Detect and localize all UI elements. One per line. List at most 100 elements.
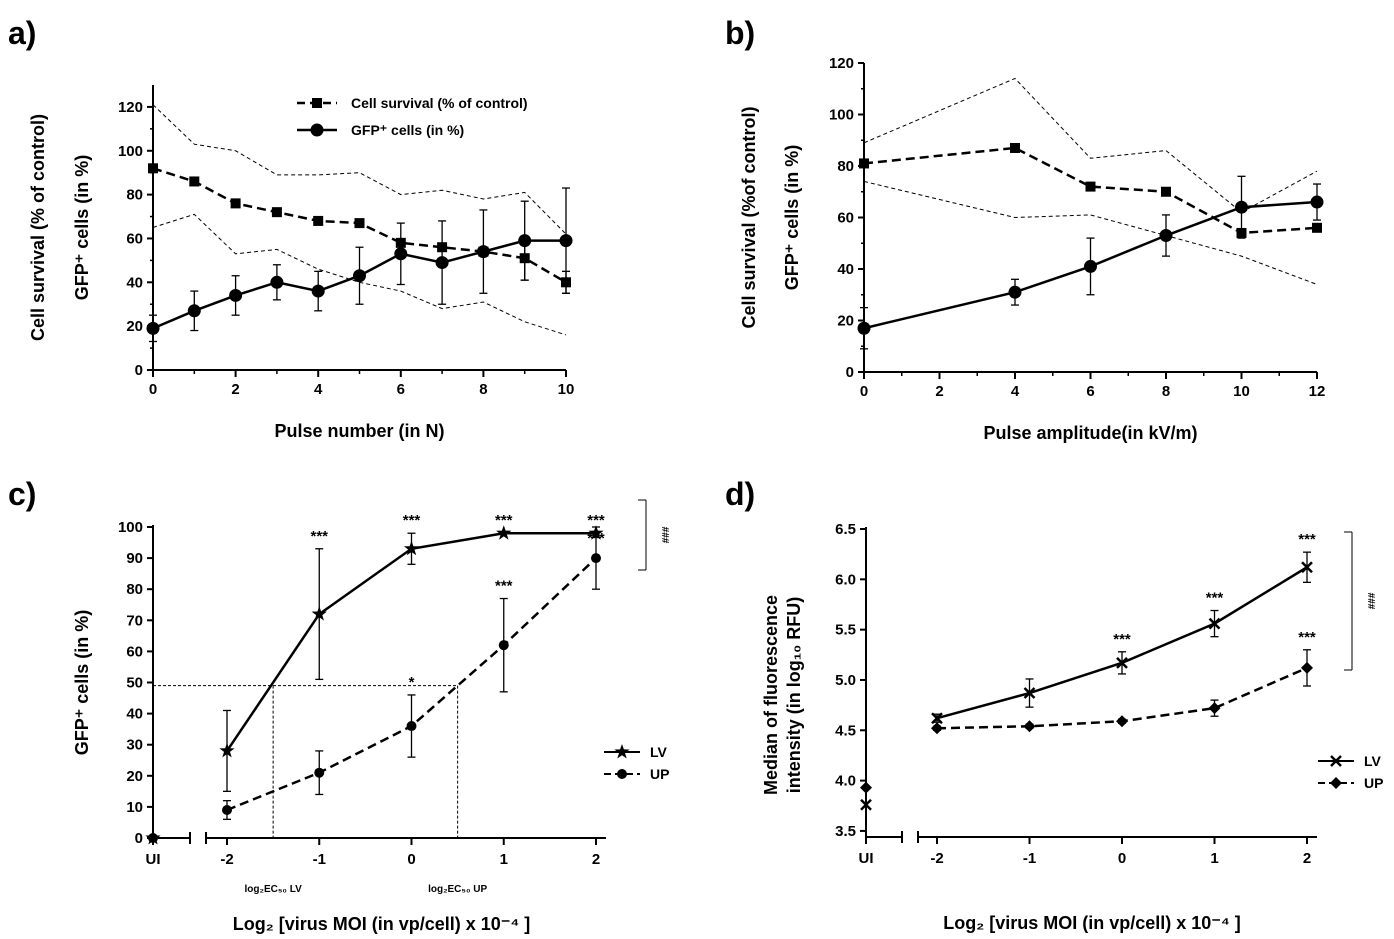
panel-c-series-up-point-3 — [498, 640, 509, 651]
panel-a-legend-survival-marker — [312, 98, 322, 108]
panel-d-series-lv-ui-point — [860, 798, 872, 811]
panel-c-y-tick-label-9: 90 — [126, 550, 143, 567]
panel-b-x-tick-label-6: 12 — [1309, 383, 1326, 400]
panel-a-y-tick-label-6: 120 — [118, 99, 143, 116]
panel-a-y-tick-label-0: 0 — [135, 362, 143, 379]
panel-a-gfp-point-1 — [187, 304, 201, 318]
panel-b-y-tick-label-0: 0 — [846, 364, 854, 381]
panel-a-gfp-point-10 — [559, 234, 573, 248]
panel-b-survival-line — [863, 146, 1318, 235]
panel-d-legend-up-label: UP — [1364, 775, 1383, 791]
panel-c-group-significance: ### — [659, 527, 670, 544]
panel-c-legend-lv-marker — [614, 744, 630, 759]
panel-a-y-tick-label-1: 20 — [126, 318, 143, 335]
panel-a-x-axis-title: Pulse number (in N) — [274, 421, 444, 441]
panel-c-y-tick-label-10: 100 — [118, 519, 143, 536]
panel-b-y-tick-label-4: 80 — [837, 158, 854, 175]
panel-d-series-lv-sig-3: *** — [1206, 590, 1224, 607]
panel-c-x-tick-label-0: -2 — [220, 851, 233, 868]
panel-b-y-tick-label-6: 120 — [829, 55, 854, 72]
panel-d-series-lv-point-2 — [1116, 656, 1128, 669]
panel-d-series-lv-point-3-b — [1208, 617, 1221, 630]
panel-a-legend-gfp-marker — [310, 123, 324, 137]
panel-a-y-tick-label-3: 60 — [126, 230, 143, 247]
panel-c-series-up-point-0 — [222, 805, 232, 816]
panel-a-gfp-point-6 — [394, 247, 408, 261]
panel-b-x-tick-label-0: 0 — [860, 383, 868, 400]
panel-d-series-lv-point-4-b — [1301, 561, 1313, 574]
panel-b-x-tick-label-5: 10 — [1233, 383, 1250, 400]
panel-b-panel-letter: b) — [725, 15, 755, 51]
panel-a-x-tick-label-4: 8 — [479, 381, 487, 398]
panel-c-y-tick-label-6: 60 — [126, 643, 143, 660]
panel-b-x-tick-label-1: 2 — [935, 383, 943, 400]
panel-c-legend-up-marker — [617, 769, 627, 779]
panel-d-series-up-point-0 — [931, 722, 943, 735]
panel-a-survival-point-4 — [313, 215, 324, 226]
panel-b-x-tick-label-2: 4 — [1011, 383, 1020, 400]
panel-a-band-upper — [152, 104, 567, 235]
panel-d-x-tick-label-0: -2 — [930, 850, 943, 867]
panel-c-x-tick-label-1: -1 — [313, 851, 326, 868]
panel-c-series-up-sig-4: *** — [587, 530, 605, 547]
panel-a-gfp-point-2 — [229, 288, 243, 302]
panel-c-series-lv-point-0 — [219, 742, 235, 758]
panel-a-x-tick-label-3: 6 — [397, 381, 405, 398]
panel-b-survival-point-3 — [1161, 186, 1171, 197]
panel-d-y-tick-label-4: 5.5 — [835, 622, 856, 639]
panel-c-legend-up-label: UP — [650, 766, 669, 782]
panel-c-legend-lv-label: LV — [650, 744, 668, 760]
panel-d-y-tick-label-6: 6.5 — [835, 521, 856, 538]
panel-d-series-up-point-4 — [1301, 661, 1313, 674]
panel-d-x-tick-label-3: 1 — [1210, 850, 1218, 867]
panel-d-x-tick-label-ui: UI — [859, 850, 874, 867]
panel-d-legend-up-marker — [1330, 777, 1342, 789]
panel-a-gfp-point-0 — [146, 321, 160, 335]
panel-c-y-tick-label-5: 50 — [126, 675, 143, 692]
panel-c-series-lv-sig-1: *** — [310, 528, 328, 545]
panel-c-x-tick-label-2: 0 — [407, 851, 415, 868]
panel-d-series-lv-sig-4: *** — [1298, 531, 1316, 548]
panel-d-y-tick-label-2: 4.5 — [835, 722, 856, 739]
panel-d-series-lv-ui-point-b — [860, 798, 872, 811]
panel-d-series-up-point-2 — [1116, 715, 1128, 728]
panel-c-y-tick-label-0: 0 — [135, 830, 143, 847]
panel-b-gfp-point-5 — [1310, 195, 1324, 209]
panel-b-y-axis-title-top: Cell survival (%of control) — [739, 106, 759, 328]
panel-b-survival-point-5 — [1312, 222, 1322, 233]
panel-b-y-tick-label-3: 60 — [837, 210, 854, 227]
panel-d-series-lv-sig-2: *** — [1113, 631, 1131, 648]
panel-b-gfp-point-3 — [1159, 229, 1173, 243]
panel-d-y-axis-title-top: Median of fluorescence — [761, 595, 781, 795]
panel-c-y-tick-label-1: 10 — [126, 799, 143, 816]
panel-d-series-lv-point-1 — [1023, 687, 1036, 699]
panel-b-survival-point-2 — [1085, 181, 1096, 192]
panel-b-gfp-point-2 — [1084, 259, 1097, 273]
panel-d-x-tick-label-2: 0 — [1118, 850, 1126, 867]
panel-a-gfp-point-7 — [435, 256, 449, 270]
panel-a-x-tick-label-1: 2 — [231, 381, 239, 398]
panel-d-panel-letter: d) — [725, 476, 755, 512]
panel-d-x-axis-title: Log₂ [virus MOI (in vp/cell) x 10⁻⁴ ] — [943, 913, 1240, 933]
panel-d-series-up-point-1 — [1023, 720, 1036, 733]
panel-d-y-tick-label-5: 6.0 — [835, 571, 856, 588]
panel-a-legend-gfp-label: GFP⁺ cells (in %) — [351, 122, 464, 138]
panel-d-x-tick-label-4: 2 — [1303, 850, 1311, 867]
panel-c-series-up-sig-2: * — [409, 674, 415, 691]
panel-b-survival-point-0 — [859, 158, 869, 169]
panel-a-survival-point-3 — [271, 207, 282, 218]
panel-d-series-lv-point-2-b — [1116, 656, 1128, 669]
panel-d-legend-lv-marker-b — [1330, 755, 1342, 767]
panel-c-series-lv-point-3 — [496, 525, 512, 540]
panel-d-y-axis-title-bottom: intensity (in log₁₀ RFU) — [784, 597, 804, 794]
panel-d-legend-lv-marker — [1330, 755, 1342, 767]
panel-c-series-up-sig-3: *** — [495, 578, 513, 595]
panel-a-survival-point-0 — [148, 163, 158, 174]
panel-c-series-up-point-4 — [591, 553, 601, 564]
panel-d-y-tick-label-1: 4.0 — [835, 773, 856, 790]
panel-d-series-up-ui-point — [860, 781, 872, 794]
panel-b-gfp-line — [863, 200, 1318, 330]
panel-c-x-tick-label-ui: UI — [146, 851, 161, 868]
panel-a-y-tick-label-4: 80 — [126, 187, 143, 204]
